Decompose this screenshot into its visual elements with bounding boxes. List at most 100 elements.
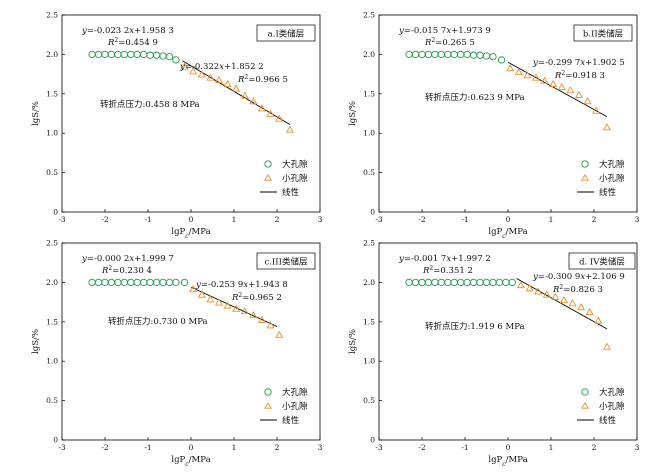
legend-line-label: 线性 [282, 415, 300, 426]
x-tick-label: 2 [275, 215, 280, 224]
chart-panel-4: -3 -2 -1 0 1 2 3 0 0.5 1.0 1.5 2.0 2.5 lgPc/MPa lgS/% d… [348, 239, 640, 468]
y-tick-label: 0 [53, 436, 58, 445]
small-pore-point [557, 82, 566, 91]
fit-equation-large-pore: y=-0.023 2x+1.958 3 [81, 26, 174, 36]
x-tick-label: -1 [144, 443, 151, 452]
x-tick-label: 1 [232, 443, 237, 452]
x-tick-label: 1 [232, 215, 237, 224]
large-pore-point [469, 51, 478, 59]
y-tick-label: 1.0 [46, 357, 58, 366]
large-pore-point [120, 50, 128, 59]
x-tick-label: -2 [101, 443, 109, 452]
large-pore-point [88, 50, 96, 59]
x-axis-label: lgPc/MPa [488, 455, 527, 468]
y-tick-label: 0.5 [363, 396, 375, 405]
small-pore-point [523, 71, 532, 79]
small-pore-point [232, 304, 241, 312]
small-pore-point [568, 299, 577, 307]
r-squared-small-pore: R2=0.965 2 [231, 292, 282, 304]
small-pore-point [549, 79, 558, 87]
small-pore-point [257, 104, 266, 112]
y-tick-label: 0 [370, 436, 375, 445]
large-pore-point [489, 53, 497, 61]
large-pore-point [165, 278, 174, 287]
panel-title: d. IV类储层 [579, 257, 625, 268]
large-pore-point [114, 50, 122, 59]
r-squared-large-pore: R2=0.351 2 [422, 265, 473, 277]
large-pore-point [418, 50, 426, 59]
small-pore-point [197, 70, 206, 78]
large-pore-point [497, 56, 506, 64]
r-squared-large-pore: R2=0.454 9 [107, 37, 158, 49]
x-axis-label: lgPc/MPa [171, 227, 210, 240]
small-pore-point [266, 321, 275, 329]
y-tick-label: 1.0 [363, 129, 375, 138]
small-pore-point [525, 284, 534, 292]
large-pore-point [101, 278, 109, 287]
large-pore-point [444, 278, 452, 287]
turning-point-label: 转折点压力:1.919 6 MPa [425, 321, 525, 332]
legend-large-pore-label: 大孔隙 [599, 159, 625, 170]
small-pore-point [583, 97, 592, 105]
large-pore-point [159, 52, 167, 60]
small-pore-point [540, 76, 549, 84]
x-tick-label: -3 [58, 443, 66, 452]
legend-small-pore-marker [263, 174, 273, 181]
large-pore-point [405, 50, 413, 59]
legend-small-pore-marker [580, 174, 590, 181]
y-axis-label: lgS/% [348, 329, 358, 354]
y-tick-label: 0 [370, 208, 375, 217]
turning-point-label: 转折点压力:0.458 8 MPa [100, 99, 200, 110]
small-pore-point [249, 97, 258, 105]
small-pore-point [206, 295, 215, 303]
x-tick-label: 1 [549, 443, 554, 452]
y-tick-label: 1.5 [46, 89, 58, 98]
large-pore-point [107, 278, 116, 287]
small-pore-point [602, 342, 611, 350]
panel-title-box [256, 252, 316, 270]
large-pore-point [424, 278, 433, 287]
large-pore-point [159, 278, 167, 287]
y-tick-label: 0.5 [46, 168, 58, 177]
small-pore-point [223, 79, 232, 87]
large-pore-point [469, 278, 478, 287]
x-tick-label: 3 [635, 443, 640, 452]
x-tick-label: -3 [58, 215, 66, 224]
y-tick-label: 1.0 [46, 129, 58, 138]
legend-line-label: 线性 [599, 415, 617, 426]
large-pore-point [152, 51, 161, 59]
y-tick-label: 2.5 [363, 11, 375, 20]
fit-line [507, 61, 608, 118]
legend-large-pore-marker [581, 388, 589, 396]
x-tick-label: -1 [461, 443, 468, 452]
large-pore-point [411, 50, 420, 59]
large-pore-point [94, 50, 103, 59]
small-pore-point [240, 307, 249, 315]
y-tick-label: 2.5 [363, 239, 375, 248]
small-pore-point [542, 290, 551, 298]
legend-line-label: 线性 [282, 187, 300, 198]
chart-panel-1: -3 -2 -1 0 1 2 3 0 0.5 1.0 1.5 2.0 2.5 lgPc/MPa lgS/% a… [31, 11, 323, 240]
large-pore-point [107, 50, 116, 59]
legend-small-pore-label: 小孔隙 [282, 401, 308, 412]
y-tick-label: 1.5 [363, 317, 375, 326]
y-tick-label: 2.0 [363, 278, 375, 287]
fit-equation-small-pore: y=-0.253 9x+1.943 8 [195, 280, 288, 290]
small-pore-point [559, 296, 568, 304]
small-pore-point [566, 86, 575, 94]
large-pore-point [482, 52, 491, 60]
legend-small-pore-marker [263, 402, 273, 409]
legend-small-pore-label: 小孔隙 [282, 173, 308, 184]
turning-point-label: 转折点压力:0.730 0 MPa [108, 316, 208, 327]
fit-equation-large-pore: y=-0.015 7x+1.973 9 [398, 26, 491, 36]
r-squared-large-pore: R2=0.265 5 [424, 37, 475, 49]
large-pore-point [444, 50, 452, 59]
large-pore-point [140, 50, 148, 59]
x-tick-label: 0 [189, 443, 194, 452]
y-tick-label: 0.5 [46, 396, 58, 405]
large-pore-point [450, 278, 458, 287]
small-pore-point [577, 303, 586, 311]
